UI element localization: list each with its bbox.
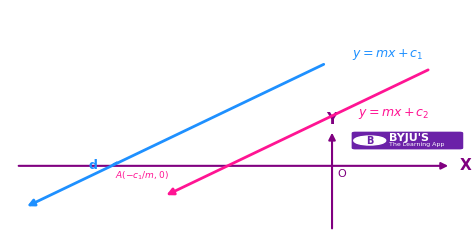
Text: X: X	[460, 158, 472, 173]
Text: d: d	[88, 159, 97, 172]
Circle shape	[354, 136, 386, 145]
Text: $y = mx + c_2$: $y = mx + c_2$	[358, 106, 429, 121]
Text: BYJU'S: BYJU'S	[389, 133, 428, 143]
Text: The Learning App: The Learning App	[389, 142, 444, 147]
Text: B: B	[366, 136, 374, 145]
Text: O: O	[338, 169, 346, 179]
FancyBboxPatch shape	[352, 132, 463, 149]
Text: Y: Y	[327, 113, 337, 127]
Text: $y = mx + c_1$: $y = mx + c_1$	[352, 47, 424, 62]
Text: $A(-c_1/m, 0)$: $A(-c_1/m, 0)$	[115, 169, 168, 182]
